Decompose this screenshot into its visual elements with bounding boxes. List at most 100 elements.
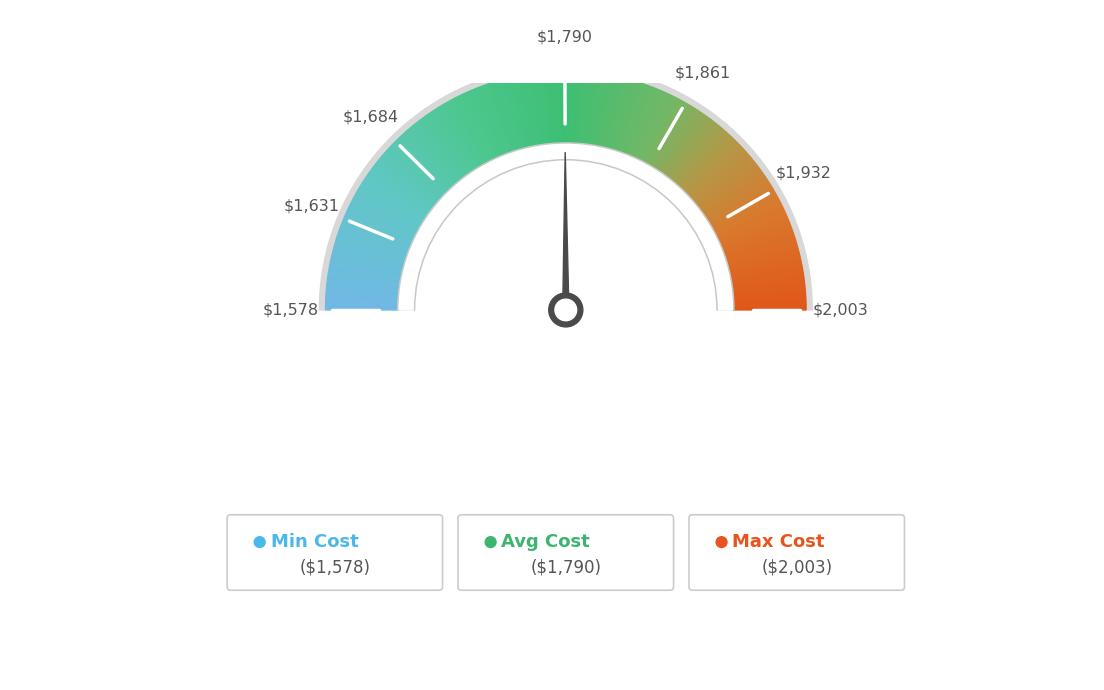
Wedge shape	[530, 74, 542, 146]
Wedge shape	[687, 145, 741, 197]
Wedge shape	[724, 236, 795, 260]
Wedge shape	[722, 227, 792, 254]
Circle shape	[716, 537, 728, 547]
Wedge shape	[332, 250, 404, 270]
Wedge shape	[493, 82, 517, 152]
Wedge shape	[391, 145, 445, 197]
Wedge shape	[496, 81, 518, 152]
Wedge shape	[534, 73, 545, 146]
Wedge shape	[680, 136, 732, 190]
Circle shape	[555, 299, 576, 321]
Wedge shape	[396, 140, 449, 193]
Wedge shape	[488, 83, 513, 153]
Wedge shape	[655, 108, 697, 171]
Wedge shape	[327, 284, 400, 293]
Wedge shape	[656, 110, 698, 172]
Wedge shape	[639, 96, 673, 162]
Wedge shape	[364, 179, 426, 220]
Wedge shape	[649, 104, 688, 168]
Wedge shape	[709, 188, 774, 227]
Wedge shape	[635, 92, 667, 159]
Wedge shape	[637, 94, 670, 161]
Wedge shape	[684, 143, 739, 195]
Wedge shape	[582, 72, 591, 146]
Wedge shape	[527, 75, 540, 147]
Wedge shape	[594, 75, 609, 147]
Wedge shape	[661, 115, 705, 175]
Wedge shape	[327, 289, 400, 297]
Wedge shape	[361, 184, 424, 224]
Wedge shape	[435, 108, 477, 171]
Wedge shape	[328, 276, 401, 288]
Text: $1,861: $1,861	[675, 66, 731, 81]
Wedge shape	[349, 206, 415, 239]
Wedge shape	[367, 176, 428, 218]
Wedge shape	[481, 86, 508, 155]
Wedge shape	[473, 90, 502, 157]
Wedge shape	[499, 80, 521, 151]
Wedge shape	[560, 71, 563, 144]
Wedge shape	[586, 73, 597, 146]
Wedge shape	[657, 110, 699, 172]
Wedge shape	[554, 72, 560, 145]
Wedge shape	[329, 270, 402, 284]
Wedge shape	[328, 278, 401, 289]
Wedge shape	[358, 188, 423, 227]
Wedge shape	[631, 91, 662, 159]
Wedge shape	[672, 126, 721, 184]
Wedge shape	[376, 162, 435, 208]
Wedge shape	[413, 125, 460, 182]
Wedge shape	[360, 185, 424, 224]
Wedge shape	[697, 162, 755, 208]
Wedge shape	[574, 72, 578, 145]
Wedge shape	[517, 76, 533, 148]
Wedge shape	[731, 275, 804, 286]
Wedge shape	[368, 175, 428, 217]
Wedge shape	[541, 72, 550, 146]
Wedge shape	[732, 286, 805, 295]
Wedge shape	[513, 77, 531, 148]
Wedge shape	[438, 106, 479, 170]
Wedge shape	[326, 304, 400, 307]
Wedge shape	[660, 114, 704, 175]
Wedge shape	[638, 95, 671, 161]
Wedge shape	[591, 74, 604, 146]
Wedge shape	[434, 110, 476, 172]
Wedge shape	[521, 75, 535, 148]
Wedge shape	[375, 164, 434, 210]
Wedge shape	[352, 198, 418, 234]
Wedge shape	[327, 280, 401, 290]
Wedge shape	[644, 99, 680, 164]
Wedge shape	[711, 193, 776, 230]
Wedge shape	[719, 215, 787, 246]
Wedge shape	[397, 139, 449, 192]
Wedge shape	[622, 85, 647, 154]
Wedge shape	[616, 82, 640, 152]
Wedge shape	[354, 195, 420, 231]
Wedge shape	[328, 275, 401, 286]
Wedge shape	[340, 227, 410, 254]
Wedge shape	[426, 115, 470, 175]
Wedge shape	[410, 127, 458, 184]
Wedge shape	[728, 253, 799, 271]
Wedge shape	[584, 72, 594, 146]
Wedge shape	[348, 208, 415, 241]
Wedge shape	[689, 149, 745, 199]
Wedge shape	[729, 258, 800, 275]
Wedge shape	[319, 65, 813, 310]
Wedge shape	[576, 72, 583, 145]
Wedge shape	[337, 238, 407, 262]
Wedge shape	[728, 254, 799, 273]
Wedge shape	[732, 299, 806, 304]
Wedge shape	[698, 164, 756, 210]
Wedge shape	[732, 289, 805, 297]
Wedge shape	[702, 172, 764, 216]
Wedge shape	[609, 80, 631, 150]
Text: Max Cost: Max Cost	[732, 533, 825, 551]
Wedge shape	[482, 86, 509, 155]
Wedge shape	[611, 80, 633, 151]
Wedge shape	[606, 78, 626, 150]
Wedge shape	[628, 89, 658, 157]
Wedge shape	[593, 75, 607, 147]
Wedge shape	[652, 106, 693, 170]
